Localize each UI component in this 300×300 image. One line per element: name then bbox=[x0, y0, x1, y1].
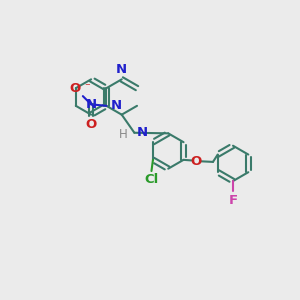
Text: Cl: Cl bbox=[144, 173, 159, 186]
Text: N: N bbox=[137, 126, 148, 139]
Text: N: N bbox=[85, 98, 97, 111]
Text: N: N bbox=[116, 63, 127, 76]
Text: H: H bbox=[119, 128, 128, 141]
Text: O: O bbox=[85, 118, 97, 131]
Text: O: O bbox=[190, 155, 202, 168]
Text: $^-$: $^-$ bbox=[83, 82, 91, 93]
Text: O: O bbox=[69, 82, 80, 94]
Text: F: F bbox=[228, 194, 238, 207]
Text: N: N bbox=[110, 99, 122, 112]
